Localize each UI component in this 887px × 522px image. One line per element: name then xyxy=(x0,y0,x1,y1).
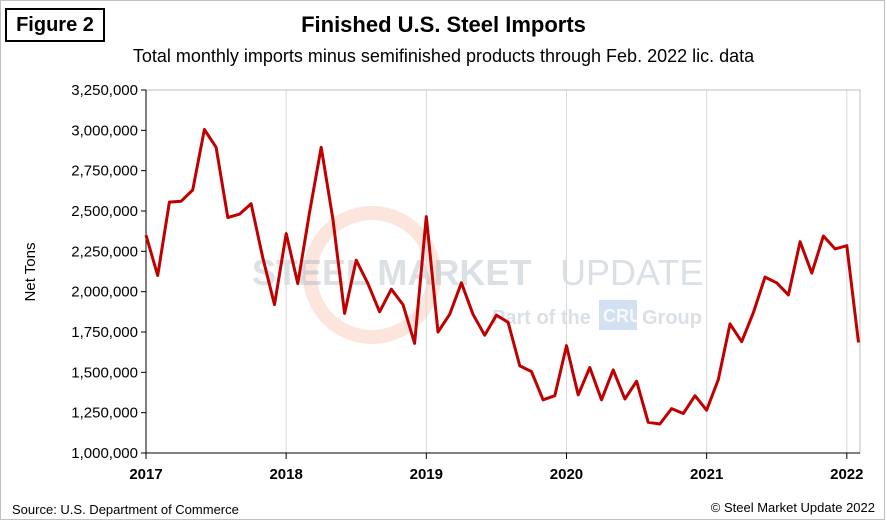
figure-label: Figure 2 xyxy=(5,8,105,42)
x-axis-ticks: 2017 2018 2019 2020 2021 2022 xyxy=(129,453,863,483)
series-line xyxy=(144,128,860,426)
y-tick-label: 2,000,000 xyxy=(71,284,138,301)
watermark-main-right: UPDATE xyxy=(560,252,703,293)
y-tick-label: 1,250,000 xyxy=(71,405,138,422)
watermark-cru-box xyxy=(599,300,637,330)
x-tick-label: 2020 xyxy=(550,466,583,483)
x-tick-label: 2017 xyxy=(129,466,162,483)
series-group xyxy=(144,128,860,426)
x-tick-label: 2022 xyxy=(830,466,863,483)
y-tick-label: 1,000,000 xyxy=(71,445,138,462)
grid-lines xyxy=(285,90,848,453)
copyright-note: © Steel Market Update 2022 xyxy=(710,500,875,515)
x-tick-label: 2021 xyxy=(690,466,723,483)
y-tick-label: 3,250,000 xyxy=(71,82,138,99)
watermark-sub-left: Part of the xyxy=(492,307,591,329)
watermark-logo: STEEL MARKET UPDATE Part of the CRU Grou… xyxy=(252,206,703,344)
y-axis-ticks: 1,000,000 1,250,000 1,500,000 1,750,000 2,00… xyxy=(71,82,146,462)
y-tick-label: 1,750,000 xyxy=(71,324,138,341)
x-tick-label: 2019 xyxy=(410,466,443,483)
x-tick-label: 2018 xyxy=(269,466,302,483)
y-tick-label: 2,500,000 xyxy=(71,203,138,220)
y-tick-label: 1,500,000 xyxy=(71,364,138,381)
y-tick-label: 2,250,000 xyxy=(71,243,138,260)
watermark-cru-text: CRU xyxy=(603,306,642,326)
y-tick-label: 2,750,000 xyxy=(71,163,138,180)
source-note: Source: U.S. Department of Commerce xyxy=(12,502,239,517)
chart-subtitle: Total monthly imports minus semifinished… xyxy=(132,46,755,66)
axes xyxy=(145,89,861,454)
watermark-sub-right: Group xyxy=(642,307,702,329)
watermark-swoosh-icon xyxy=(303,206,441,344)
y-axis-label: Net Tons xyxy=(22,243,39,302)
y-tick-label: 3,000,000 xyxy=(71,122,138,139)
chart-title: Finished U.S. Steel Imports xyxy=(301,12,586,37)
